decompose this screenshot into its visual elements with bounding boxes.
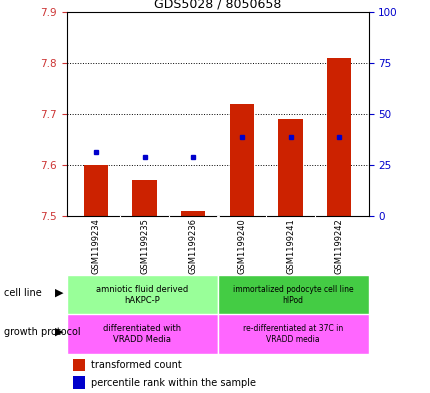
Bar: [229, 104, 254, 216]
Bar: [132, 180, 157, 216]
Text: GSM1199241: GSM1199241: [286, 218, 295, 274]
Text: ▶: ▶: [55, 327, 64, 337]
Bar: [84, 165, 108, 216]
Text: percentile rank within the sample: percentile rank within the sample: [91, 378, 255, 388]
Bar: [67, 314, 217, 354]
Text: GSM1199242: GSM1199242: [334, 218, 343, 274]
Text: transformed count: transformed count: [91, 360, 181, 370]
Title: GDS5028 / 8050658: GDS5028 / 8050658: [154, 0, 281, 11]
Bar: [181, 211, 205, 216]
Text: immortalized podocyte cell line
hIPod: immortalized podocyte cell line hIPod: [232, 285, 353, 305]
Text: differentiated with
VRADD Media: differentiated with VRADD Media: [103, 324, 181, 344]
Bar: [326, 58, 350, 216]
Text: GSM1199240: GSM1199240: [237, 218, 246, 274]
Text: re-differentiated at 37C in
VRADD media: re-differentiated at 37C in VRADD media: [243, 324, 342, 344]
Text: ▶: ▶: [55, 288, 64, 298]
Bar: [67, 275, 217, 314]
Text: GSM1199234: GSM1199234: [91, 218, 100, 274]
Text: GSM1199236: GSM1199236: [188, 218, 197, 274]
Bar: [217, 314, 368, 354]
Bar: [73, 376, 85, 389]
Text: growth protocol: growth protocol: [4, 327, 81, 337]
Text: cell line: cell line: [4, 288, 42, 298]
Bar: [73, 359, 85, 371]
Text: GSM1199235: GSM1199235: [140, 218, 149, 274]
Bar: [217, 275, 368, 314]
Bar: [278, 119, 302, 216]
Text: amniotic fluid derived
hAKPC-P: amniotic fluid derived hAKPC-P: [96, 285, 188, 305]
